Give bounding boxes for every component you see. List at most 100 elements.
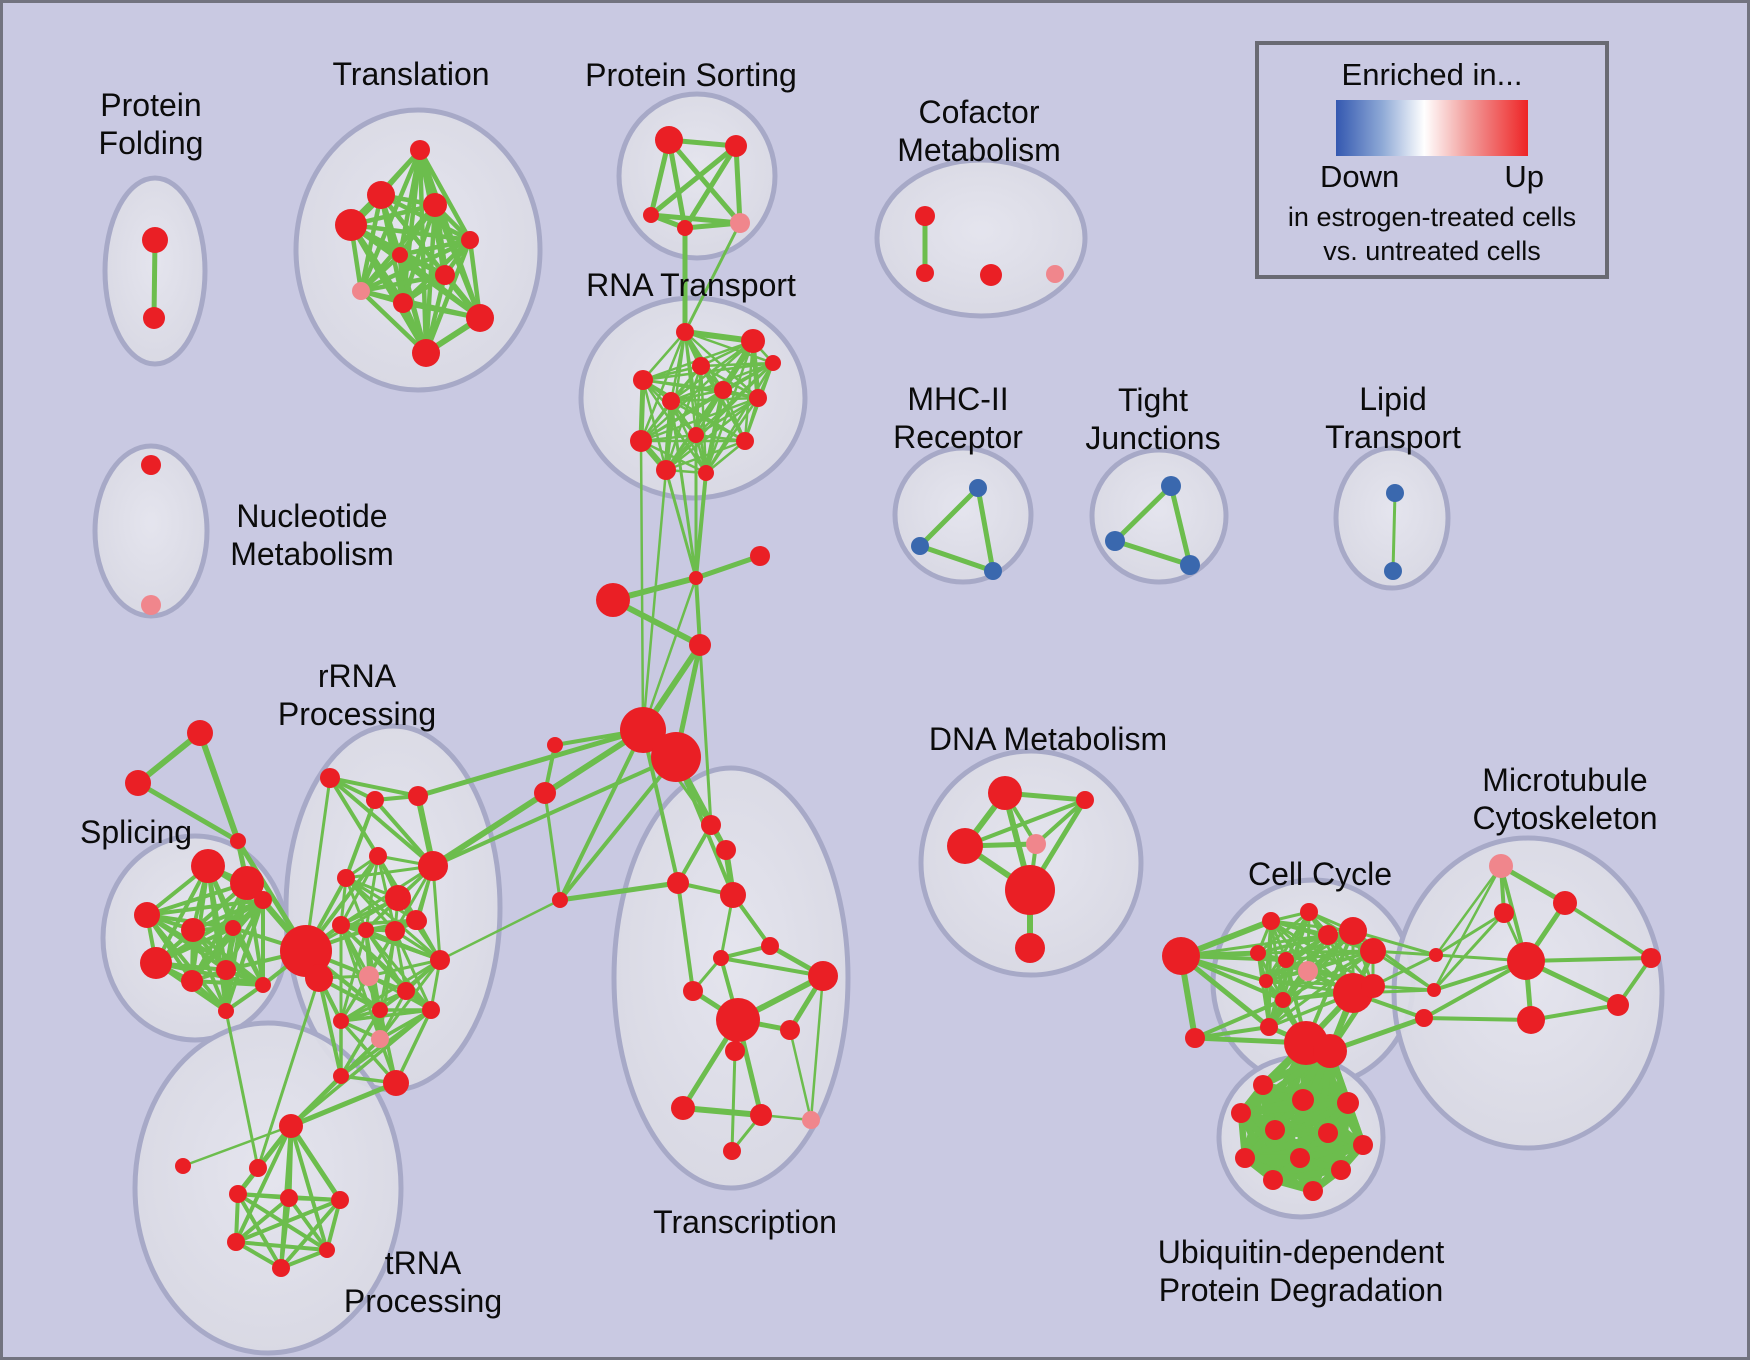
edge [339, 1008, 433, 1023]
cluster-label-splicing: Splicing [80, 814, 192, 850]
gene-set-node [969, 479, 987, 497]
gene-set-node [418, 851, 448, 881]
gene-set-node [320, 768, 340, 788]
gene-set-node [422, 1001, 440, 1019]
edge [680, 1105, 764, 1118]
edge [348, 222, 473, 243]
edge [1432, 911, 1506, 992]
cluster-ellipse-transcription [611, 765, 851, 1191]
gene-set-node [1494, 903, 1514, 923]
edge [1498, 863, 1568, 906]
gene-set-node [643, 207, 659, 223]
gene-set-node [1353, 1135, 1373, 1155]
gene-set-node [547, 737, 563, 753]
gene-set-node [1231, 1103, 1251, 1123]
edge [1284, 949, 1375, 962]
gene-set-node [1262, 912, 1280, 930]
gene-set-node [331, 1191, 349, 1209]
gene-set-node [366, 791, 384, 809]
edge [663, 398, 674, 473]
cluster-ellipse-cofactor-metabolism [874, 157, 1088, 319]
edge [438, 898, 562, 962]
gene-set-node [230, 833, 246, 849]
gene-set-node [423, 193, 447, 217]
gene-set-node [1265, 1120, 1285, 1140]
gene-set-node [1005, 865, 1055, 915]
gene-set-node [1161, 476, 1181, 496]
gene-set-node [656, 460, 676, 480]
cluster-label-microtubule-cytoskeleton: Cytoskeleton [1473, 800, 1658, 836]
edge [339, 958, 442, 1023]
gene-set-node [1641, 948, 1661, 968]
cluster-label-protein-folding: Folding [99, 125, 204, 161]
gene-set-node [596, 583, 630, 617]
gene-set-node [272, 1259, 290, 1277]
edge [151, 237, 158, 321]
edge [639, 330, 687, 443]
gene-set-node [435, 265, 455, 285]
edge [431, 791, 547, 868]
legend-note-line2: vs. untreated cells [1323, 236, 1541, 266]
gene-set-node [175, 1158, 191, 1174]
gene-set-node [1298, 961, 1318, 981]
gene-set-node [249, 1159, 267, 1177]
gene-set-node [254, 891, 272, 909]
edge [431, 755, 678, 868]
edge [224, 898, 265, 1013]
gene-set-node [1026, 834, 1046, 854]
edge [1422, 959, 1528, 1020]
cluster-label-tight-junctions: Tight [1118, 382, 1188, 418]
gene-set-node [1185, 1028, 1205, 1048]
edge [682, 143, 739, 231]
edge [344, 876, 368, 932]
gene-set-node [134, 902, 160, 928]
edge [1422, 1016, 1533, 1022]
gene-set-node [1339, 917, 1367, 945]
edge [1256, 910, 1311, 955]
gene-set-node [333, 1068, 349, 1084]
edge [1112, 538, 1193, 568]
edge [788, 1028, 813, 1122]
gene-set-node [125, 770, 151, 796]
edge [135, 780, 241, 844]
edge [639, 439, 645, 732]
gene-set-node [713, 950, 729, 966]
gene-set-node [1313, 1034, 1347, 1068]
edge [1264, 929, 1355, 983]
cluster-label-lipid-transport: Lipid [1359, 381, 1427, 417]
gene-set-node [725, 1041, 745, 1061]
gene-set-node [229, 1185, 247, 1203]
edge [145, 913, 265, 987]
edge [431, 864, 442, 962]
gene-set-node [911, 537, 929, 555]
gene-set-node [392, 247, 408, 263]
cluster-label-mhc-ii-receptor: MHC-II [907, 381, 1008, 417]
edge [704, 361, 775, 475]
gene-set-node [761, 937, 779, 955]
edge [417, 147, 473, 243]
gene-set-node [140, 947, 172, 979]
edge [256, 976, 321, 1170]
gene-set-node [397, 982, 415, 1000]
gene-set-node [279, 1114, 303, 1138]
edge [367, 958, 442, 978]
gene-set-node [534, 782, 556, 804]
edge [669, 396, 760, 403]
gene-set-node [1303, 1181, 1323, 1201]
gene-set-node [141, 595, 161, 615]
gene-set-node [280, 1189, 298, 1207]
edge [145, 881, 249, 917]
gene-set-node [736, 432, 754, 450]
edge [664, 468, 698, 580]
gene-set-node [749, 389, 767, 407]
cluster-label-ubiquitin-degradation: Protein Degradation [1159, 1272, 1444, 1308]
edge [733, 143, 743, 226]
legend-up-label: Up [1504, 159, 1544, 194]
edge [683, 221, 742, 334]
gene-set-node [430, 950, 450, 970]
gene-set-node [393, 293, 413, 313]
gene-set-node [984, 562, 1002, 580]
gene-set-node [412, 339, 440, 367]
gene-set-node [1360, 938, 1386, 964]
